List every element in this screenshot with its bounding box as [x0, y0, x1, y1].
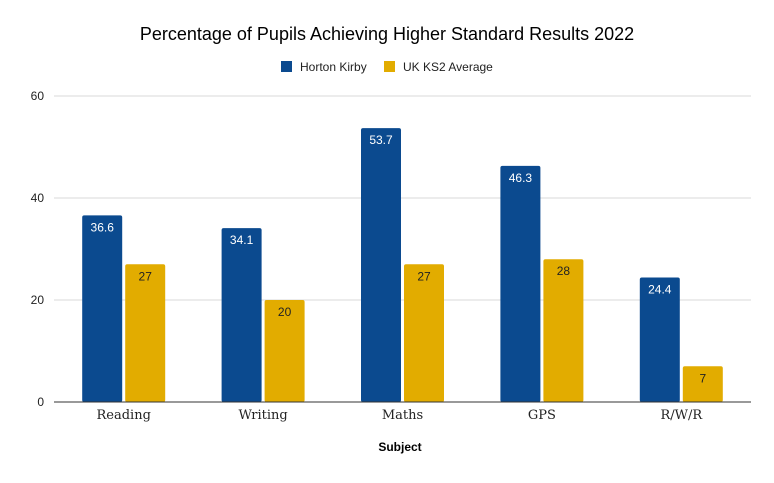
data-label-uk-ks2-average-maths: 27 — [417, 269, 431, 283]
bar-horton-kirby-writing — [221, 228, 262, 402]
x-tick-label-reading: Reading — [96, 408, 150, 423]
x-tick-label-gps: GPS — [528, 408, 556, 423]
bar-horton-kirby-reading — [82, 215, 123, 402]
data-label-horton-kirby-gps: 46.3 — [509, 171, 533, 185]
y-tick-label-20: 20 — [31, 293, 45, 307]
bar-horton-kirby-gps — [500, 165, 541, 402]
bar-uk-ks2-average-gps — [543, 259, 584, 402]
bar-horton-kirby-r-w-r — [639, 277, 680, 402]
y-tick-label-0: 0 — [37, 395, 44, 409]
bar-uk-ks2-average-maths — [404, 264, 444, 402]
bar-uk-ks2-average-r-w-r — [682, 366, 723, 402]
data-label-uk-ks2-average-r-w-r: 7 — [699, 371, 706, 385]
x-tick-label-writing: Writing — [238, 408, 287, 423]
legend: Horton Kirby UK KS2 Average — [281, 60, 493, 74]
x-tick-label-maths: Maths — [382, 408, 423, 423]
x-axis-label: Subject — [378, 440, 421, 454]
legend-label-uk-ks2-average: UK KS2 Average — [403, 60, 493, 74]
bar-uk-ks2-average-reading — [125, 264, 166, 402]
legend-swatch-uk-ks2-average — [384, 61, 395, 72]
y-tick-label-60: 60 — [31, 89, 45, 103]
bars — [82, 128, 723, 402]
legend-label-horton-kirby: Horton Kirby — [300, 60, 367, 74]
bar-horton-kirby-maths — [361, 128, 401, 402]
data-label-horton-kirby-r-w-r: 24.4 — [648, 283, 672, 297]
chart-title: Percentage of Pupils Achieving Higher St… — [140, 24, 634, 44]
gridlines — [54, 95, 751, 301]
x-tick-label-r-w-r: R/W/R — [660, 408, 703, 423]
data-label-horton-kirby-reading: 36.6 — [91, 220, 115, 234]
data-label-uk-ks2-average-reading: 27 — [139, 269, 153, 283]
data-label-horton-kirby-writing: 34.1 — [230, 233, 254, 247]
data-label-uk-ks2-average-gps: 28 — [557, 264, 571, 278]
data-label-uk-ks2-average-writing: 20 — [278, 305, 292, 319]
data-labels: 36.6 27 34.1 20 53.7 27 46.3 28 24.4 7 — [91, 133, 707, 385]
y-axis-ticks: 0 20 40 60 — [31, 89, 45, 409]
bar-uk-ks2-average-writing — [264, 300, 305, 402]
x-axis-ticks: Reading Writing Maths GPS R/W/R — [96, 408, 703, 423]
data-label-horton-kirby-maths: 53.7 — [369, 133, 393, 147]
y-tick-label-40: 40 — [31, 191, 45, 205]
legend-swatch-horton-kirby — [281, 61, 292, 72]
